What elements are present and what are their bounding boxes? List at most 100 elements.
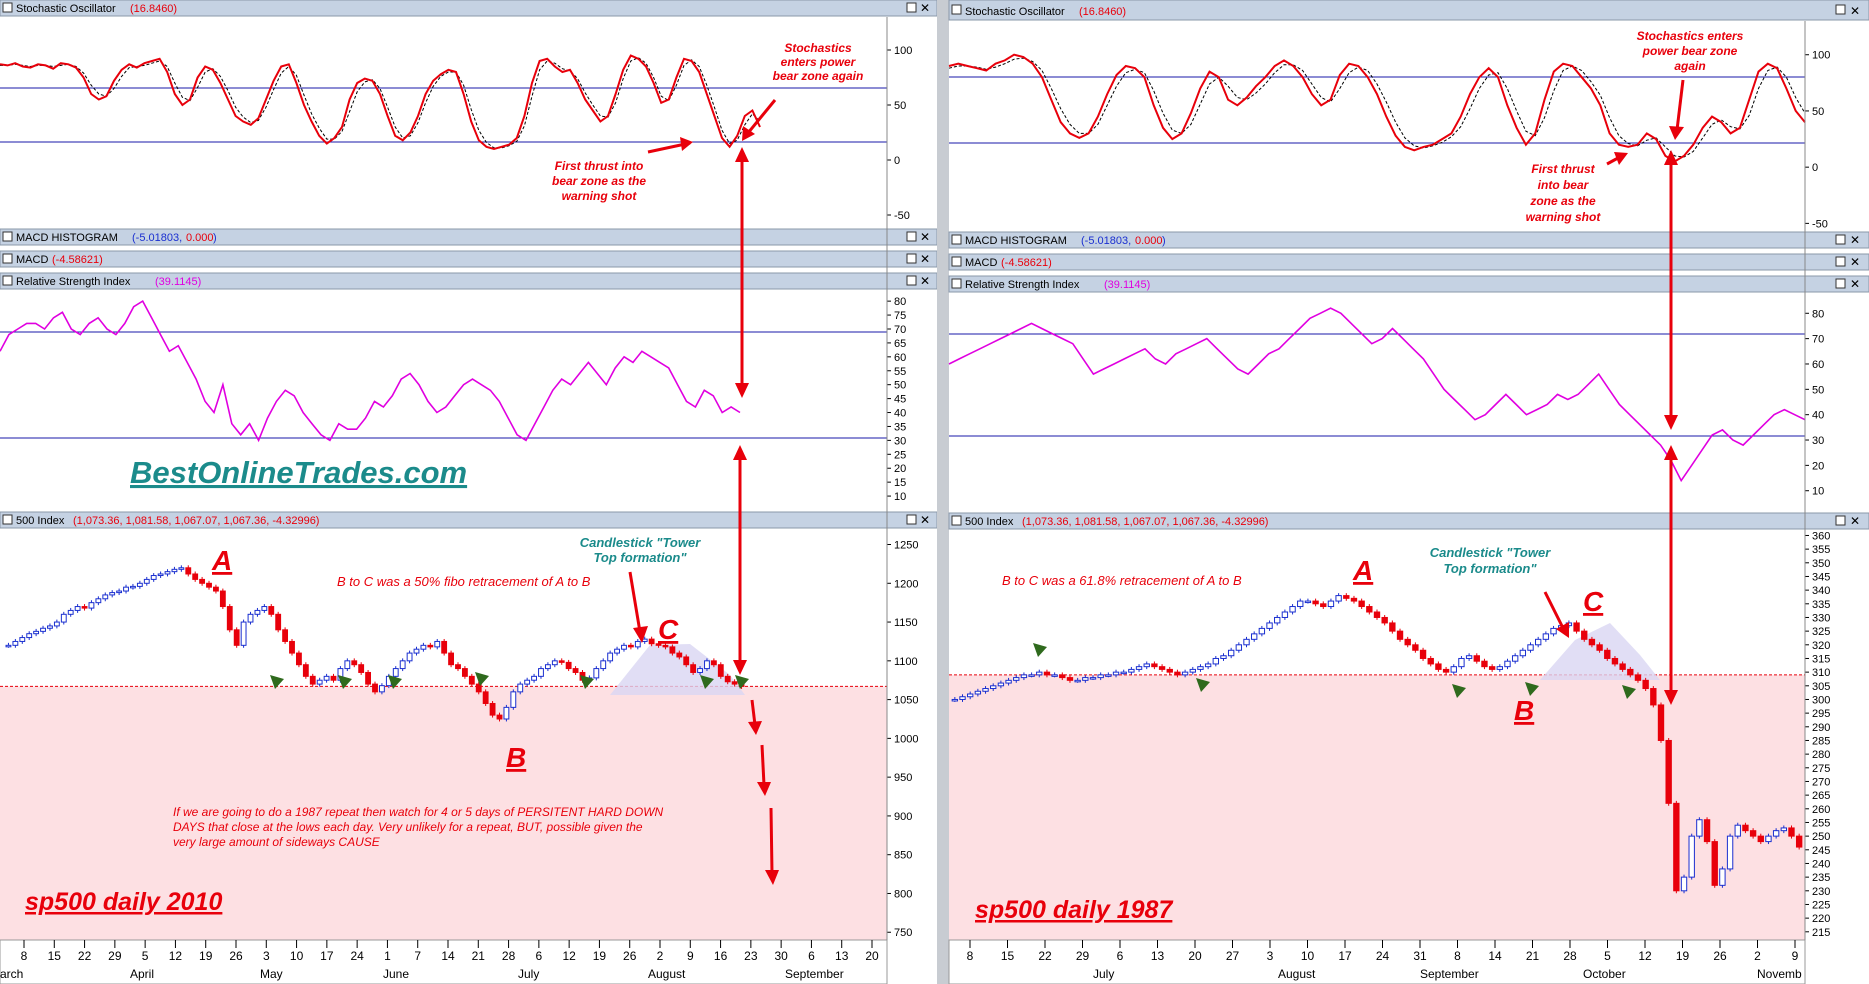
left-candle bbox=[40, 627, 46, 632]
right-candle bbox=[1036, 671, 1043, 676]
left-candle bbox=[289, 640, 295, 654]
right-candle bbox=[1427, 657, 1434, 665]
right-candle bbox=[1665, 739, 1672, 804]
right-rsi-maximize-icon[interactable] bbox=[1835, 278, 1846, 289]
left-hist-maximize-icon[interactable] bbox=[906, 231, 917, 242]
right-price-checkbox[interactable] bbox=[951, 515, 962, 526]
right-candle bbox=[1619, 663, 1626, 670]
right-hist-close-icon[interactable]: ✕ bbox=[1850, 233, 1860, 247]
right-date-label: 14 bbox=[1488, 949, 1502, 963]
right-hist-maximize-icon[interactable] bbox=[1835, 234, 1846, 245]
left-stoch-close-icon[interactable]: ✕ bbox=[920, 1, 930, 15]
right-candle bbox=[1734, 824, 1741, 837]
left-hist-title: MACD HISTOGRAM bbox=[16, 232, 118, 244]
left-hist-checkbox[interactable] bbox=[2, 231, 13, 242]
left-candle bbox=[123, 586, 129, 592]
left-macd-checkbox[interactable] bbox=[2, 253, 13, 264]
right-candle bbox=[1212, 657, 1219, 665]
right-stoch-signal-line bbox=[948, 57, 1806, 158]
right-price-maximize-icon[interactable] bbox=[1835, 515, 1846, 526]
right-price-tick-label: 320 bbox=[1812, 640, 1830, 652]
left-stoch-title: Stochastic Oscillator bbox=[16, 3, 116, 15]
right-price-tick-label: 350 bbox=[1812, 558, 1830, 570]
right-candle bbox=[1097, 674, 1104, 679]
right-green-arrow-icon bbox=[1196, 678, 1210, 692]
left-year-label: sp500 daily 2010 bbox=[25, 888, 222, 916]
right-candle bbox=[1795, 835, 1803, 848]
right-hist-checkbox[interactable] bbox=[951, 234, 962, 245]
left-price-checkbox[interactable] bbox=[2, 514, 13, 525]
left-macd-close-icon[interactable]: ✕ bbox=[920, 252, 930, 266]
left-candle bbox=[717, 664, 724, 677]
left-hist-close-icon[interactable]: ✕ bbox=[920, 230, 930, 244]
left-candles bbox=[5, 565, 745, 722]
right-date-label: 22 bbox=[1038, 949, 1052, 963]
right-stoch-close-icon[interactable]: ✕ bbox=[1850, 4, 1860, 18]
left-candle bbox=[47, 625, 53, 629]
right-candle bbox=[1680, 876, 1688, 892]
right-candle bbox=[951, 698, 959, 702]
right-stoch-maximize-icon[interactable] bbox=[1835, 4, 1846, 15]
right-macd-close-icon[interactable]: ✕ bbox=[1850, 255, 1860, 269]
left-candle bbox=[392, 668, 399, 677]
right-date-ticks: 8 15 22 29 6 13 20 27 3 10 17 24 31 8 14 21 28 5 12 19 26 2 9J… bbox=[967, 940, 1802, 981]
right-candle bbox=[1450, 666, 1457, 673]
right-candle bbox=[1419, 649, 1427, 659]
left-rsi-maximize-icon[interactable] bbox=[906, 275, 917, 286]
right-hist-title: MACD HISTOGRAM bbox=[965, 235, 1067, 247]
left-price-maximize-icon[interactable] bbox=[906, 514, 917, 525]
left-stoch-maximize-icon[interactable] bbox=[906, 2, 917, 13]
right-candle bbox=[1673, 802, 1680, 892]
left-candle bbox=[655, 643, 662, 646]
left-vertical-arrow-bottom-head-down bbox=[733, 660, 747, 675]
left-vertical-arrow-top-head-down bbox=[735, 383, 749, 398]
right-candle bbox=[1465, 655, 1473, 659]
left-date-label: 12 bbox=[562, 949, 576, 963]
left-candle bbox=[19, 637, 26, 642]
left-macd-maximize-icon[interactable] bbox=[906, 253, 917, 264]
left-candle bbox=[81, 606, 88, 609]
right-date-label: 17 bbox=[1338, 949, 1352, 963]
left-price-close-icon[interactable]: ✕ bbox=[920, 513, 930, 527]
left-candle bbox=[448, 652, 454, 666]
right-rsi-checkbox[interactable] bbox=[951, 278, 962, 289]
right-candle bbox=[1013, 677, 1020, 681]
left-macd-title: MACD bbox=[16, 254, 48, 266]
right-macd-maximize-icon[interactable] bbox=[1835, 256, 1846, 267]
right-candle bbox=[1220, 655, 1227, 659]
left-candle bbox=[358, 664, 365, 673]
left-price-tick-label: 1100 bbox=[894, 656, 918, 668]
right-macd-value: (-4.58621) bbox=[1001, 257, 1052, 269]
left-rsi-tick-label: 40 bbox=[894, 408, 906, 420]
left-rsi-close-icon[interactable]: ✕ bbox=[920, 274, 930, 288]
right-candle bbox=[1711, 841, 1718, 886]
left-stoch-checkbox[interactable] bbox=[2, 2, 13, 13]
left-rsi-checkbox[interactable] bbox=[2, 275, 13, 286]
right-date-label: 21 bbox=[1526, 949, 1540, 963]
left-hist-value-a: (-5.01803, bbox=[132, 232, 182, 244]
left-candle bbox=[67, 609, 74, 615]
right-candle bbox=[1757, 835, 1764, 843]
left-stoch-window-buttons[interactable]: ✕ bbox=[906, 1, 930, 15]
chart-divider bbox=[937, 0, 949, 984]
left-price-values: (1,073.36, 1,081.58, 1,067.07, 1,067.36,… bbox=[73, 515, 319, 527]
left-chart: Stochastic Oscillator (16.8460) ✕ 100500… bbox=[0, 0, 938, 984]
left-date-label: 7 bbox=[414, 949, 421, 963]
right-rsi-value: (39.1145) bbox=[1104, 279, 1150, 291]
right-date-label: 15 bbox=[1001, 949, 1015, 963]
right-price-close-icon[interactable]: ✕ bbox=[1850, 514, 1860, 528]
left-rsi-tick-label: 20 bbox=[894, 463, 906, 475]
right-rsi-close-icon[interactable]: ✕ bbox=[1850, 277, 1860, 291]
right-price-tick-label: 260 bbox=[1812, 804, 1830, 816]
right-stoch-checkbox[interactable] bbox=[951, 4, 962, 15]
left-candle bbox=[178, 567, 185, 570]
right-rsi-tick-label: 10 bbox=[1812, 486, 1824, 498]
right-fibo-note: B to C was a 61.8% retracement of A to B bbox=[1002, 573, 1242, 588]
right-candle bbox=[1719, 868, 1726, 886]
left-thrust-note-line1: First thrust into bbox=[555, 159, 644, 173]
left-candle bbox=[33, 630, 40, 635]
right-macd-checkbox[interactable] bbox=[951, 256, 962, 267]
left-month-label: September bbox=[785, 967, 844, 981]
left-date-label: 21 bbox=[472, 949, 486, 963]
